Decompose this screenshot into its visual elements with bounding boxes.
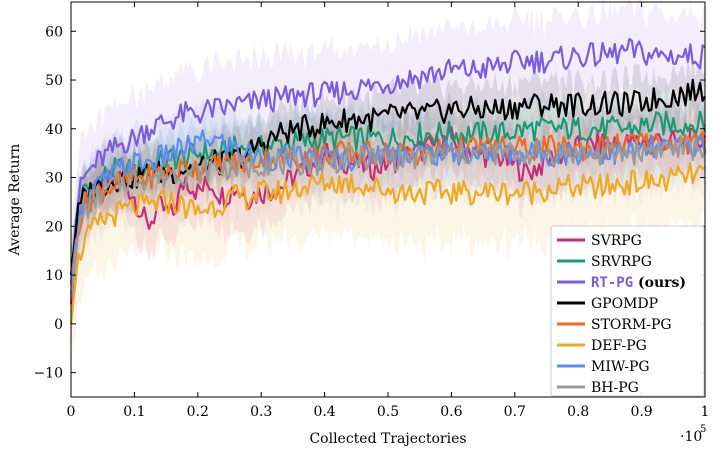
x-tick-label: 0.2: [187, 404, 209, 420]
x-multiplier-exp: 5: [700, 424, 706, 435]
series-lines: [69, 38, 707, 325]
x-tick-label: 0.9: [630, 404, 652, 420]
y-tick-label: 0: [54, 317, 63, 333]
legend-box: [550, 225, 705, 397]
series-line-bh-pg: [69, 135, 707, 300]
y-tick-label: 30: [45, 171, 63, 187]
legend-label-miw-pg: MIW-PG: [591, 359, 650, 375]
y-axis-title: Average Return: [7, 144, 23, 257]
y-tick-label: 50: [45, 73, 63, 89]
legend: SVRPG SRVRPG RT-PG (ours) GPOMDP STORM-PG DEF…: [550, 225, 705, 397]
legend-label-rt-pg: RT-PG (ours): [591, 275, 686, 291]
series-line-storm-pg: [69, 130, 707, 285]
x-tick-label: 0.5: [377, 404, 399, 420]
x-tick-label: 0: [67, 404, 76, 420]
band-rt-pg: [71, 0, 705, 328]
x-tick-label: 0.3: [250, 404, 272, 420]
x-tick-label: 1: [701, 404, 710, 420]
x-axis-title: Collected Trajectories: [309, 431, 466, 447]
legend-label-def-pg: DEF-PG: [591, 338, 647, 354]
legend-label-bh-pg: BH-PG: [591, 380, 639, 396]
legend-label-srvrpg: SRVRPG: [591, 254, 652, 270]
series-line-def-pg: [69, 161, 706, 325]
y-tick-label: 20: [45, 219, 63, 235]
y-tick-label: −10: [33, 366, 63, 382]
legend-label-storm-pg: STORM-PG: [591, 317, 672, 333]
legend-label-svrpg: SVRPG: [591, 233, 642, 249]
x-tick-label: 0.7: [504, 404, 526, 420]
x-tick-label: 0.6: [440, 404, 462, 420]
x-tick-label: 0.8: [567, 404, 589, 420]
x-tick-label: 0.1: [123, 404, 145, 420]
legend-label-gpomdp: GPOMDP: [591, 296, 658, 312]
y-tick-label: 10: [45, 268, 63, 284]
axes: 0 0.1 0.2 0.3 0.4 0.5 0.6 0.7 0.8 0.9 1 −10 0 10 20 30 4…: [7, 1, 710, 447]
band-gpomdp: [71, 54, 705, 297]
series-line-rt-pg: [69, 38, 706, 285]
x-multiplier-label: ·10: [680, 429, 702, 445]
y-tick-label: 60: [45, 24, 63, 40]
y-tick-label: 40: [45, 122, 63, 138]
x-tick-label: 0.4: [313, 404, 335, 420]
